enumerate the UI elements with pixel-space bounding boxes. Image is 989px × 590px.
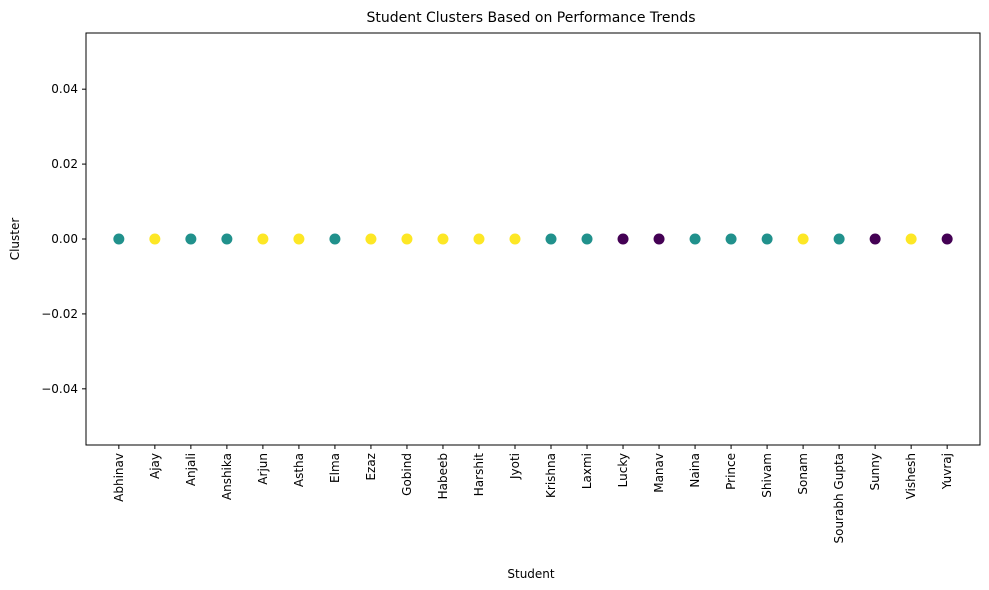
data-point	[941, 233, 953, 245]
x-tick-label: Elma	[328, 453, 342, 483]
y-tick-label: 0.02	[51, 157, 78, 171]
data-point	[797, 233, 809, 245]
data-point	[725, 233, 737, 245]
data-point	[293, 233, 305, 245]
y-tick-label: −0.02	[41, 307, 78, 321]
x-tick-label: Harshit	[472, 453, 486, 497]
y-tick-label: −0.04	[41, 382, 78, 396]
data-point	[905, 233, 917, 245]
x-tick-label: Shivam	[760, 453, 774, 498]
plot-frame	[85, 32, 981, 446]
data-point	[221, 233, 233, 245]
y-tick-label: 0.00	[51, 232, 78, 246]
data-points	[113, 233, 953, 245]
x-tick-label: Anshika	[220, 453, 234, 500]
x-tick-label: Sourabh Gupta	[832, 453, 846, 543]
data-point	[149, 233, 161, 245]
x-tick-label: Sunny	[868, 453, 882, 491]
data-point	[617, 233, 629, 245]
x-tick-label: Gobind	[400, 453, 414, 496]
data-point	[833, 233, 845, 245]
data-point	[257, 233, 269, 245]
data-point	[113, 233, 125, 245]
y-tick-label: 0.04	[51, 82, 78, 96]
x-tick-label: Naina	[688, 453, 702, 488]
data-point	[365, 233, 377, 245]
y-axis: −0.04 −0.02 0.00 0.02 0.04	[41, 82, 86, 396]
data-point	[761, 233, 773, 245]
x-tick-label: Krishna	[544, 453, 558, 498]
data-point	[473, 233, 485, 245]
x-tick-label: Abhinav	[112, 453, 126, 502]
data-point	[401, 233, 413, 245]
x-axis-label: Student	[507, 567, 555, 581]
x-tick-label: Manav	[652, 453, 666, 493]
x-tick-label: Lucky	[616, 453, 630, 487]
x-tick-label: Sonam	[796, 453, 810, 495]
data-point	[653, 233, 665, 245]
data-point	[869, 233, 881, 245]
x-tick-label: Jyoti	[508, 453, 522, 480]
data-point	[185, 233, 197, 245]
x-tick-label: Habeeb	[436, 453, 450, 499]
data-point	[545, 233, 557, 245]
x-tick-label: Laxmi	[580, 453, 594, 489]
x-tick-label: Yuvraj	[940, 453, 954, 490]
x-tick-label: Arjun	[256, 453, 270, 485]
x-tick-label: Astha	[292, 453, 306, 487]
data-point	[509, 233, 521, 245]
data-point	[581, 233, 593, 245]
x-axis: Abhinav Ajay Anjali Anshika Arjun Astha Elma Ez…	[112, 445, 954, 543]
x-tick-label: Prince	[724, 453, 738, 490]
x-tick-label: Vishesh	[904, 453, 918, 499]
data-point	[329, 233, 341, 245]
x-tick-label: Anjali	[184, 453, 198, 486]
x-tick-label: Ezaz	[364, 453, 378, 481]
chart-title: Student Clusters Based on Performance Tr…	[366, 10, 695, 26]
data-point	[437, 233, 449, 245]
y-axis-label: Cluster	[8, 218, 22, 261]
data-point	[689, 233, 701, 245]
x-tick-label: Ajay	[148, 453, 162, 479]
